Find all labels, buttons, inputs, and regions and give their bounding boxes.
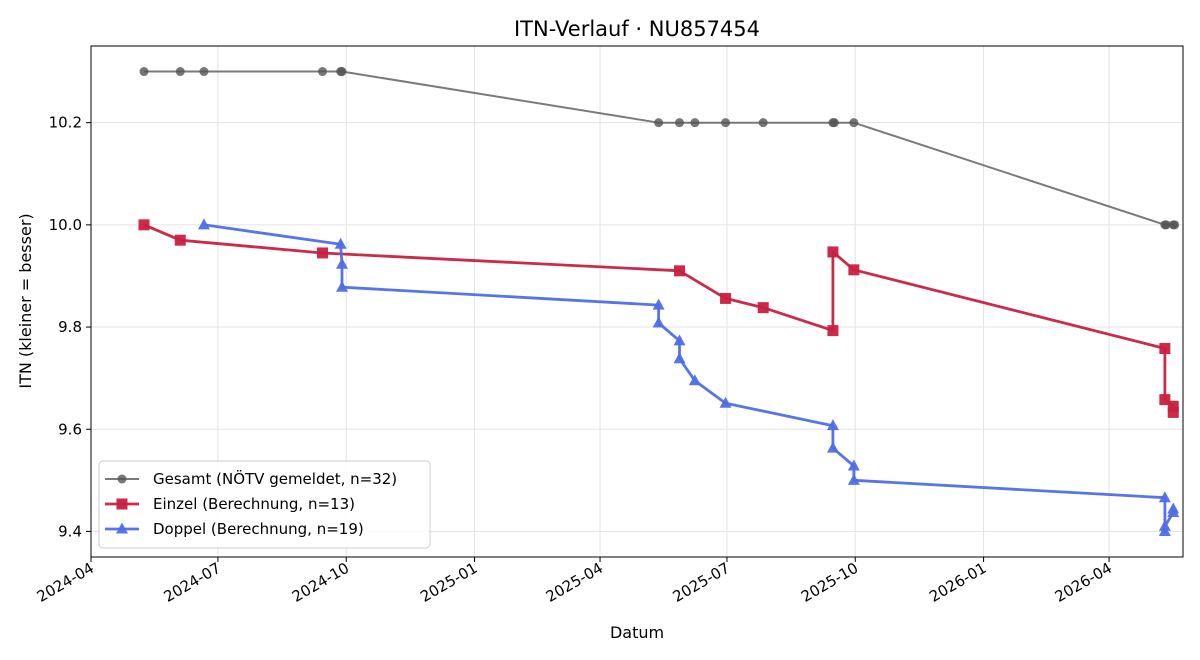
- data-point: [690, 118, 700, 128]
- data-point: [336, 257, 349, 269]
- data-point: [1161, 220, 1171, 230]
- data-point: [138, 219, 150, 231]
- data-point: [1167, 406, 1179, 418]
- data-point: [199, 67, 209, 77]
- y-axis-label: ITN (kleiner = besser): [16, 213, 35, 388]
- data-point: [652, 298, 665, 310]
- data-point: [849, 118, 859, 128]
- data-point: [829, 118, 839, 128]
- legend-marker: [116, 498, 128, 510]
- data-point: [1159, 394, 1171, 406]
- legend: Gesamt (NÖTV gemeldet, n=32) Einzel (Bere…: [98, 460, 431, 549]
- chart-title: ITN-Verlauf · NU857454: [514, 17, 760, 41]
- y-tick-label: 9.4: [58, 522, 82, 540]
- data-point: [139, 67, 149, 77]
- data-point: [1158, 519, 1171, 531]
- legend-entry: Gesamt (NÖTV gemeldet, n=32): [105, 469, 397, 488]
- data-point: [827, 325, 839, 337]
- series-triangle: [197, 218, 1180, 536]
- data-point: [1167, 502, 1180, 514]
- y-tick-label: 10.0: [49, 216, 82, 234]
- data-point: [674, 265, 686, 277]
- y-tick-label: 10.2: [49, 114, 82, 132]
- y-tick-label: 9.6: [58, 420, 82, 438]
- data-point: [673, 352, 686, 364]
- data-point: [675, 118, 685, 128]
- legend-label: Einzel (Berechnung, n=13): [153, 495, 355, 513]
- data-point: [317, 247, 329, 259]
- data-point: [826, 419, 839, 431]
- data-point: [337, 67, 347, 77]
- y-axis: 9.4 9.6 9.8 10.0 10.2: [49, 114, 91, 540]
- data-point: [720, 292, 732, 304]
- data-point: [847, 459, 860, 471]
- legend-entry: Doppel (Berechnung, n=19): [105, 520, 364, 538]
- data-point: [175, 67, 185, 77]
- data-point: [688, 374, 701, 386]
- series-layer: [138, 67, 1180, 536]
- x-axis-label: Datum: [610, 623, 664, 642]
- data-point: [1159, 343, 1171, 355]
- data-point: [848, 264, 860, 276]
- data-point: [827, 246, 839, 258]
- data-point: [826, 441, 839, 453]
- data-point: [758, 118, 768, 128]
- data-point: [318, 67, 328, 77]
- data-point: [336, 280, 349, 292]
- legend-box: [98, 460, 431, 549]
- series-circle: [139, 67, 1180, 230]
- data-point: [719, 396, 732, 408]
- legend-marker: [116, 522, 128, 534]
- data-point: [847, 473, 860, 485]
- data-point: [334, 237, 347, 249]
- data-point: [197, 218, 210, 230]
- legend-entry: Einzel (Berechnung, n=13): [105, 495, 355, 513]
- data-point: [1170, 220, 1180, 230]
- legend-label: Doppel (Berechnung, n=19): [153, 520, 364, 538]
- data-point: [757, 302, 769, 314]
- y-tick-label: 9.8: [58, 318, 82, 336]
- legend-marker: [117, 474, 127, 484]
- data-point: [1167, 400, 1179, 412]
- legend-label: Gesamt (NÖTV gemeldet, n=32): [153, 469, 397, 488]
- data-point: [721, 118, 731, 128]
- data-point: [673, 334, 686, 346]
- data-point: [174, 234, 186, 246]
- series-square: [138, 219, 1179, 418]
- plot-frame: [90, 45, 1184, 558]
- data-point: [1158, 491, 1171, 503]
- data-point: [652, 316, 665, 328]
- data-point: [654, 118, 664, 128]
